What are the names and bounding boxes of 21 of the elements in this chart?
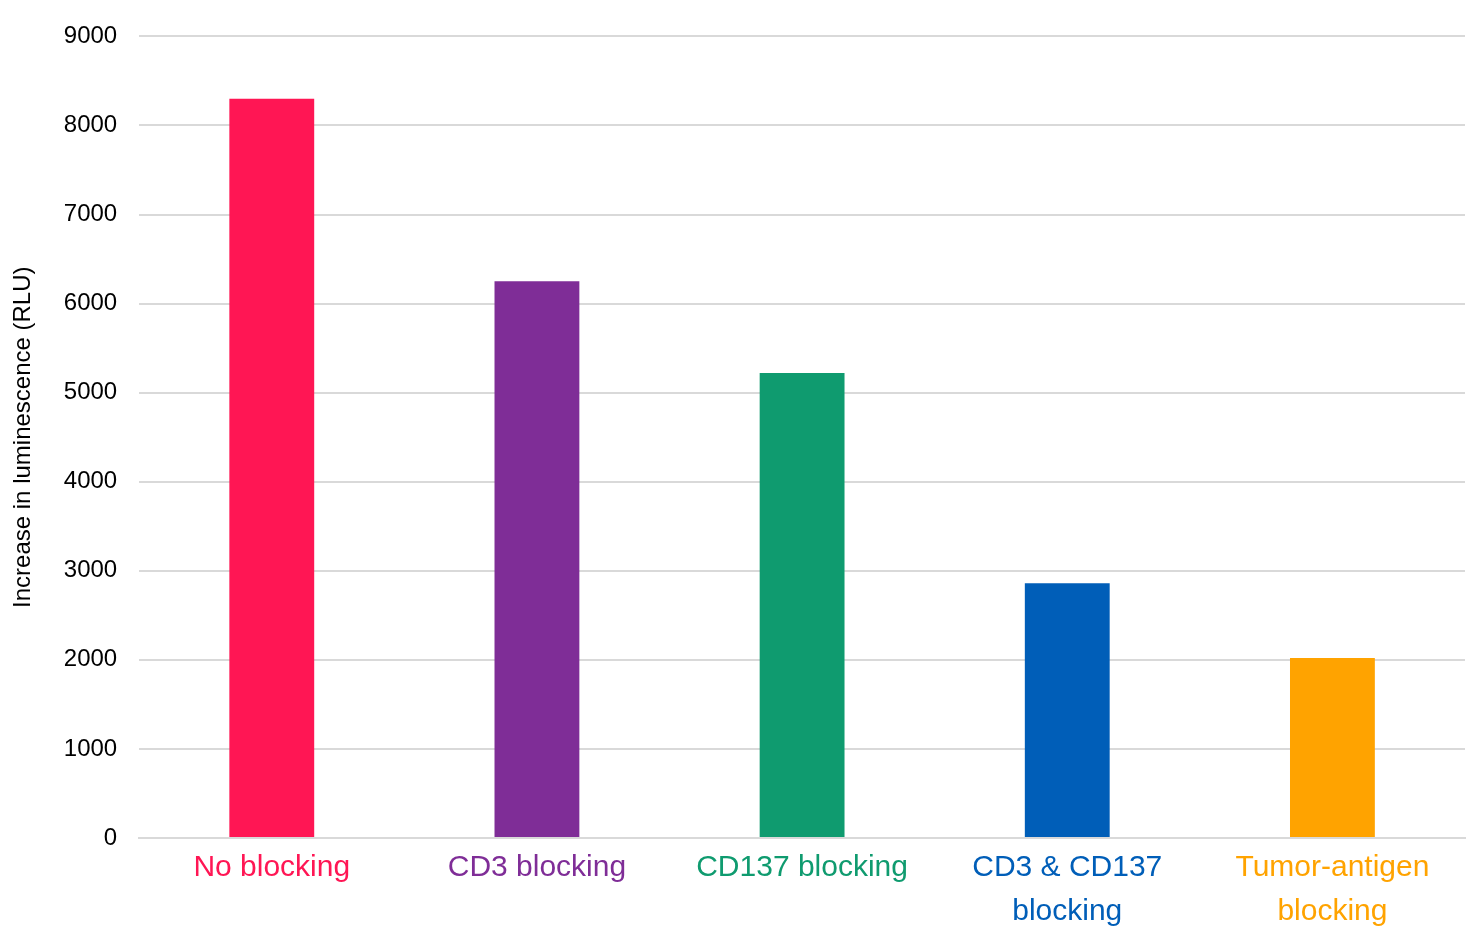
y-axis-title: Increase in luminescence (RLU) xyxy=(8,266,36,608)
bar xyxy=(1024,583,1110,837)
y-tick-label: 2000 xyxy=(63,644,118,672)
bar xyxy=(1289,658,1375,837)
y-tick-label: 3000 xyxy=(63,555,118,583)
y-tick-label: 7000 xyxy=(63,199,118,227)
x-tick-label: CD3 blocking xyxy=(447,849,627,883)
y-tick-label: 5000 xyxy=(63,377,118,405)
y-tick-label: 0 xyxy=(103,822,118,850)
x-tick-label: CD3 & CD137 blocking xyxy=(972,849,1163,926)
x-tick-label: Tumor-antigen blocking xyxy=(1235,849,1430,926)
bar xyxy=(759,373,845,837)
y-tick-label: 9000 xyxy=(63,21,118,49)
y-tick-label: 8000 xyxy=(63,110,118,138)
bar xyxy=(494,281,580,837)
y-tick-label: 6000 xyxy=(63,288,118,316)
y-tick-label: 4000 xyxy=(63,466,118,494)
x-tick-label: No blocking xyxy=(193,849,351,883)
bar xyxy=(229,98,315,837)
x-tick-label: CD137 blocking xyxy=(696,849,908,883)
y-tick-label: 1000 xyxy=(63,733,118,761)
